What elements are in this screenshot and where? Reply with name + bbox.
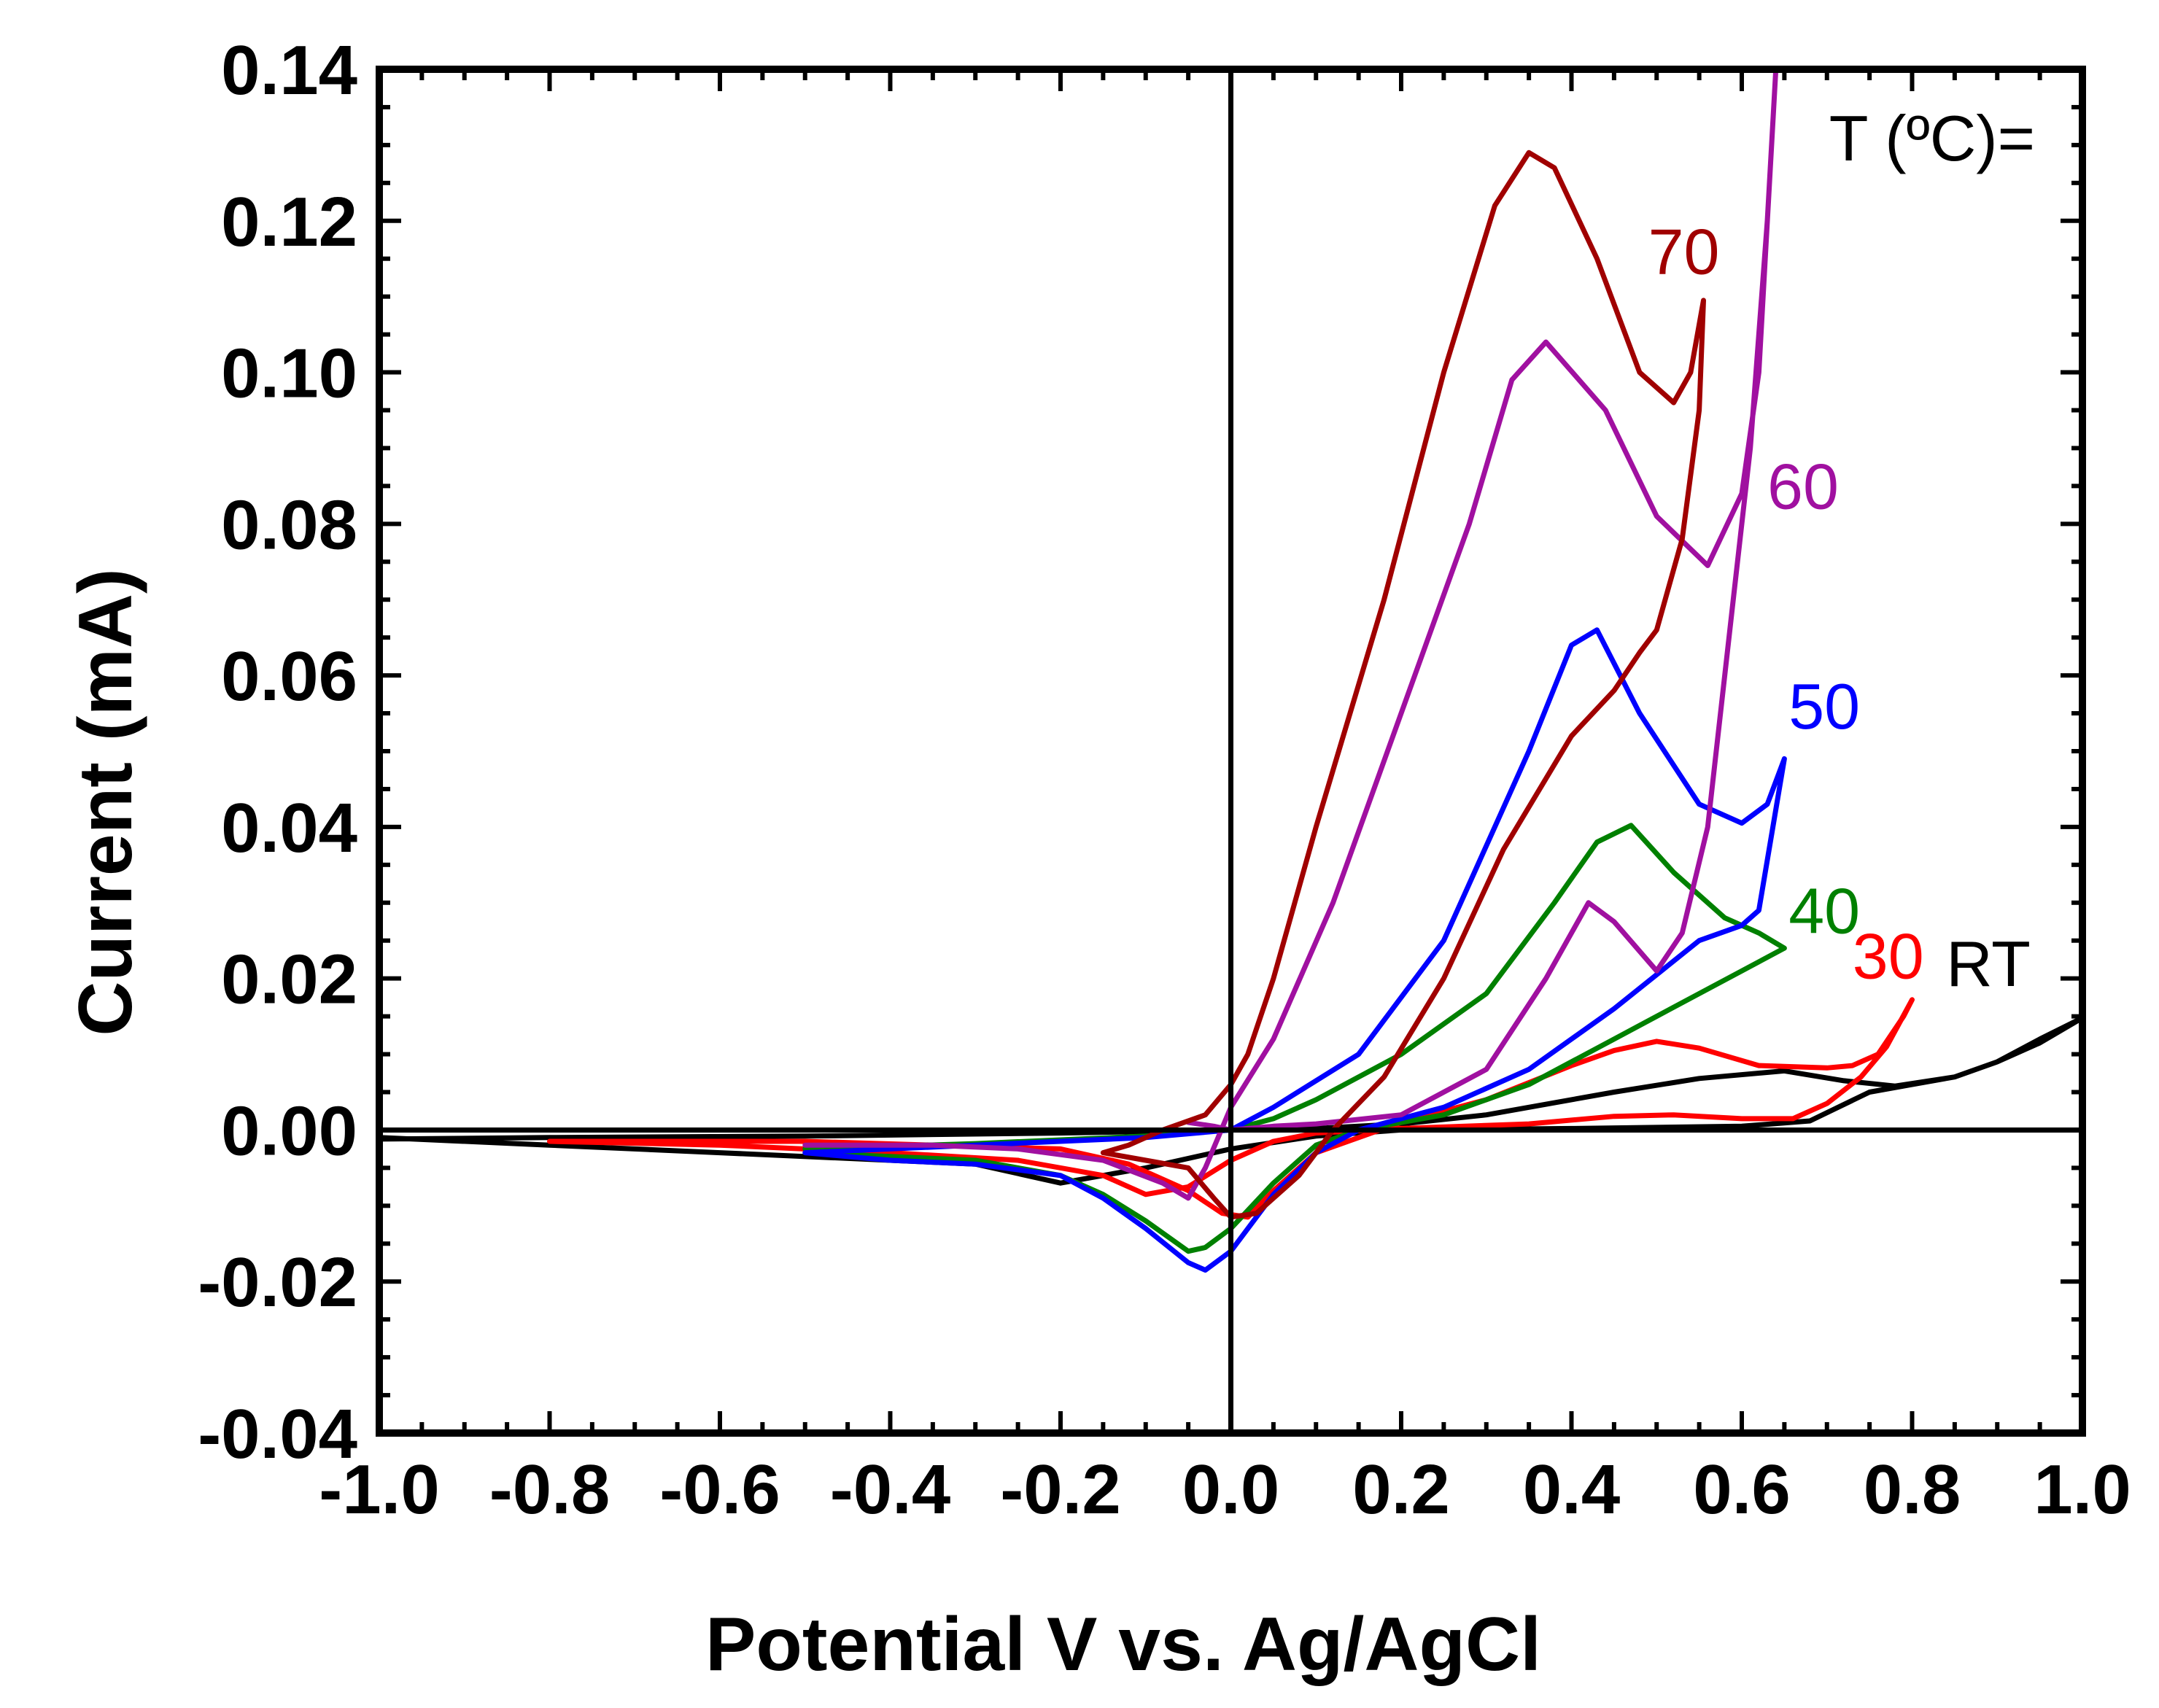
series-line-60 [802, 66, 1779, 1201]
zero-lines [379, 69, 2082, 1433]
y-tick-label: 0.00 [221, 1092, 357, 1170]
y-tick-label: 0.12 [221, 183, 357, 261]
x-tick-label: -1.0 [319, 1451, 439, 1529]
legend-title: T (ºC)= [1829, 102, 2035, 174]
x-tick-label: 0.8 [1864, 1451, 1961, 1529]
y-tick-label: 0.04 [221, 789, 357, 867]
y-tick-label: -0.02 [198, 1243, 357, 1321]
y-tick-label: 0.02 [221, 941, 357, 1019]
x-axis-title: Potential V vs. Ag/AgCl [705, 1602, 1541, 1687]
series-label-40: 40 [1788, 874, 1860, 947]
x-tick-label: -0.2 [1000, 1451, 1120, 1529]
series-line-30 [547, 997, 1915, 1220]
series-label-60: 60 [1767, 451, 1839, 523]
x-tick-label: 0.0 [1182, 1451, 1279, 1529]
y-tick-label: 0.14 [221, 31, 357, 109]
x-tick-label: -0.6 [659, 1451, 780, 1529]
series-line-50 [802, 627, 1787, 1273]
y-tick-label: 0.06 [221, 637, 357, 715]
series-line-40 [802, 823, 1787, 1254]
y-tick-label: 0.08 [221, 486, 357, 564]
x-tick-label: 0.2 [1352, 1451, 1449, 1529]
x-tick-label: -0.8 [489, 1451, 610, 1529]
series-label-50: 50 [1788, 670, 1860, 742]
y-axis-title: Current (mA) [63, 568, 148, 1036]
x-tick-label: -0.4 [830, 1451, 950, 1529]
y-tick-label: -0.04 [198, 1395, 357, 1473]
x-tick-label: 1.0 [2034, 1451, 2131, 1529]
x-tick-label: 0.4 [1523, 1451, 1620, 1529]
plot-frame [376, 66, 2086, 1437]
series-label-30: 30 [1853, 920, 1924, 993]
y-tick-label: 0.10 [221, 335, 357, 413]
series-label-70: 70 [1648, 216, 1720, 288]
series-line-70 [1100, 150, 1706, 1220]
x-tick-label: 0.6 [1693, 1451, 1790, 1529]
labels-layer: -1.0 -0.8 -0.6 -0.4 -0.2 0.0 0.2 0.4 0.6 0.8 1.0 -0… [198, 31, 2131, 1529]
series-layer [376, 66, 2085, 1273]
series-label-rt: RT [1946, 928, 2031, 1000]
